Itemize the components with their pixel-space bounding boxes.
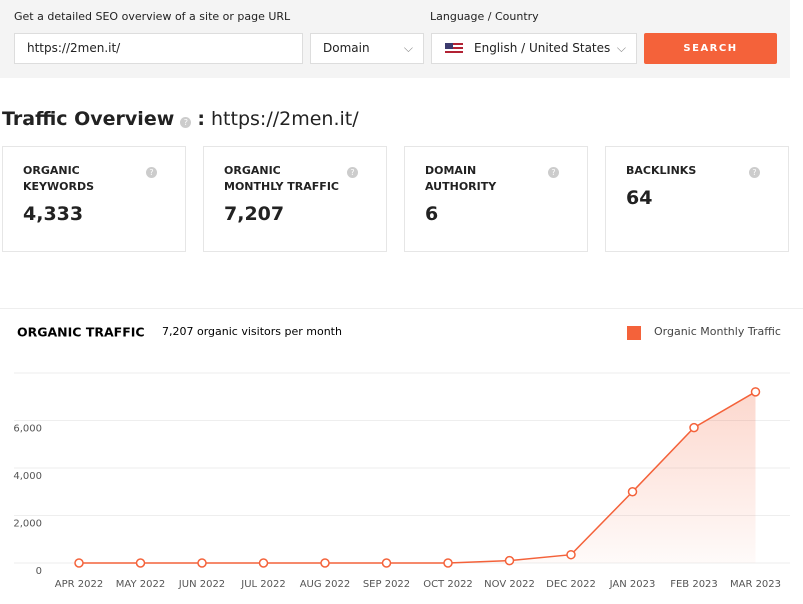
lang-text: English / United States xyxy=(474,41,611,55)
chart-title: ORGANIC TRAFFIC xyxy=(17,325,145,340)
chevron: ⌵ xyxy=(403,41,413,55)
lang-label: Language / Country xyxy=(430,10,539,23)
x-tick-label: NOV 2022 xyxy=(484,579,535,590)
chart-subtitle: 7,207 organic visitors per month xyxy=(162,325,342,338)
point xyxy=(504,555,515,566)
legend-swatch xyxy=(627,326,641,340)
point xyxy=(258,558,269,568)
legend-label: Organic Monthly Traffic xyxy=(654,325,781,338)
chart: ORGANIC TRAFFIC 7,207 organic visitors p… xyxy=(13,325,790,590)
x-tick-label: JUN 2022 xyxy=(178,579,225,590)
sep: : xyxy=(197,108,205,130)
card: ? ORGANIC MONTHLY TRAFFIC 7,207 xyxy=(203,146,387,252)
overview-title: Traffic Overview xyxy=(2,108,175,130)
overview-heading: Traffic Overview ? : https://2men.it/ xyxy=(2,108,359,130)
mode-text: Domain xyxy=(323,41,370,55)
point xyxy=(381,558,392,568)
y-tick-label: 2,000 xyxy=(13,519,42,530)
x-tick-label: MAR 2023 xyxy=(730,579,781,590)
point xyxy=(197,558,207,568)
card-value: 6 xyxy=(425,203,439,225)
card: ? ORGANIC KEYWORDS 4,333 xyxy=(2,146,186,252)
help-icon[interactable]: ? xyxy=(548,167,559,178)
point xyxy=(566,549,576,560)
card-title: BACKLINKS xyxy=(626,164,697,177)
help-icon[interactable]: ? xyxy=(347,167,358,178)
card-value: 7,207 xyxy=(224,203,285,225)
point xyxy=(135,558,146,568)
url-input[interactable]: https://2men.it/ xyxy=(14,33,303,64)
point xyxy=(750,387,761,397)
card-value: 4,333 xyxy=(23,203,84,225)
point xyxy=(443,558,453,568)
card-title: ORGANIC KEYWORDS xyxy=(23,164,95,193)
point xyxy=(627,487,638,497)
lang-select[interactable]: English / United States ⌵ xyxy=(431,33,637,64)
card-title: DOMAIN AUTHORITY xyxy=(425,164,497,193)
x-tick-label: DEC 2022 xyxy=(546,579,596,590)
y-tick-label: 0 xyxy=(36,566,42,577)
y-tick-label: 6,000 xyxy=(13,424,42,435)
x-tick-label: JUL 2022 xyxy=(240,579,285,590)
card-title: ORGANIC MONTHLY TRAFFIC xyxy=(224,164,339,193)
x-tick-label: MAY 2022 xyxy=(116,579,165,590)
x-tick-label: OCT 2022 xyxy=(423,579,473,590)
card: ? DOMAIN AUTHORITY 6 xyxy=(404,146,588,252)
point xyxy=(74,558,84,568)
line xyxy=(79,391,756,564)
point xyxy=(689,422,699,433)
overview-url: https://2men.it/ xyxy=(211,108,359,130)
divider xyxy=(0,308,803,309)
flag xyxy=(445,43,463,55)
x-tick-label: JAN 2023 xyxy=(609,579,656,590)
help-icon[interactable]: ? xyxy=(146,167,157,178)
card-value: 64 xyxy=(626,187,653,209)
x-tick-label: AUG 2022 xyxy=(300,579,351,590)
help-icon[interactable]: ? xyxy=(749,167,760,178)
search-button[interactable]: SEARCH xyxy=(644,33,777,64)
area xyxy=(79,391,756,563)
x-tick-label: SEP 2022 xyxy=(363,579,410,590)
chevron: ⌵ xyxy=(616,41,626,55)
card: ? BACKLINKS 64 xyxy=(605,146,789,252)
x-tick-label: FEB 2023 xyxy=(670,579,718,590)
help-icon[interactable]: ? xyxy=(180,117,192,128)
mode-select[interactable]: Domain ⌵ xyxy=(310,33,424,64)
y-tick-label: 4,000 xyxy=(13,471,42,482)
x-tick-label: APR 2022 xyxy=(55,579,103,590)
url-label: Get a detailed SEO overview of a site or… xyxy=(14,10,291,23)
point xyxy=(320,558,330,568)
